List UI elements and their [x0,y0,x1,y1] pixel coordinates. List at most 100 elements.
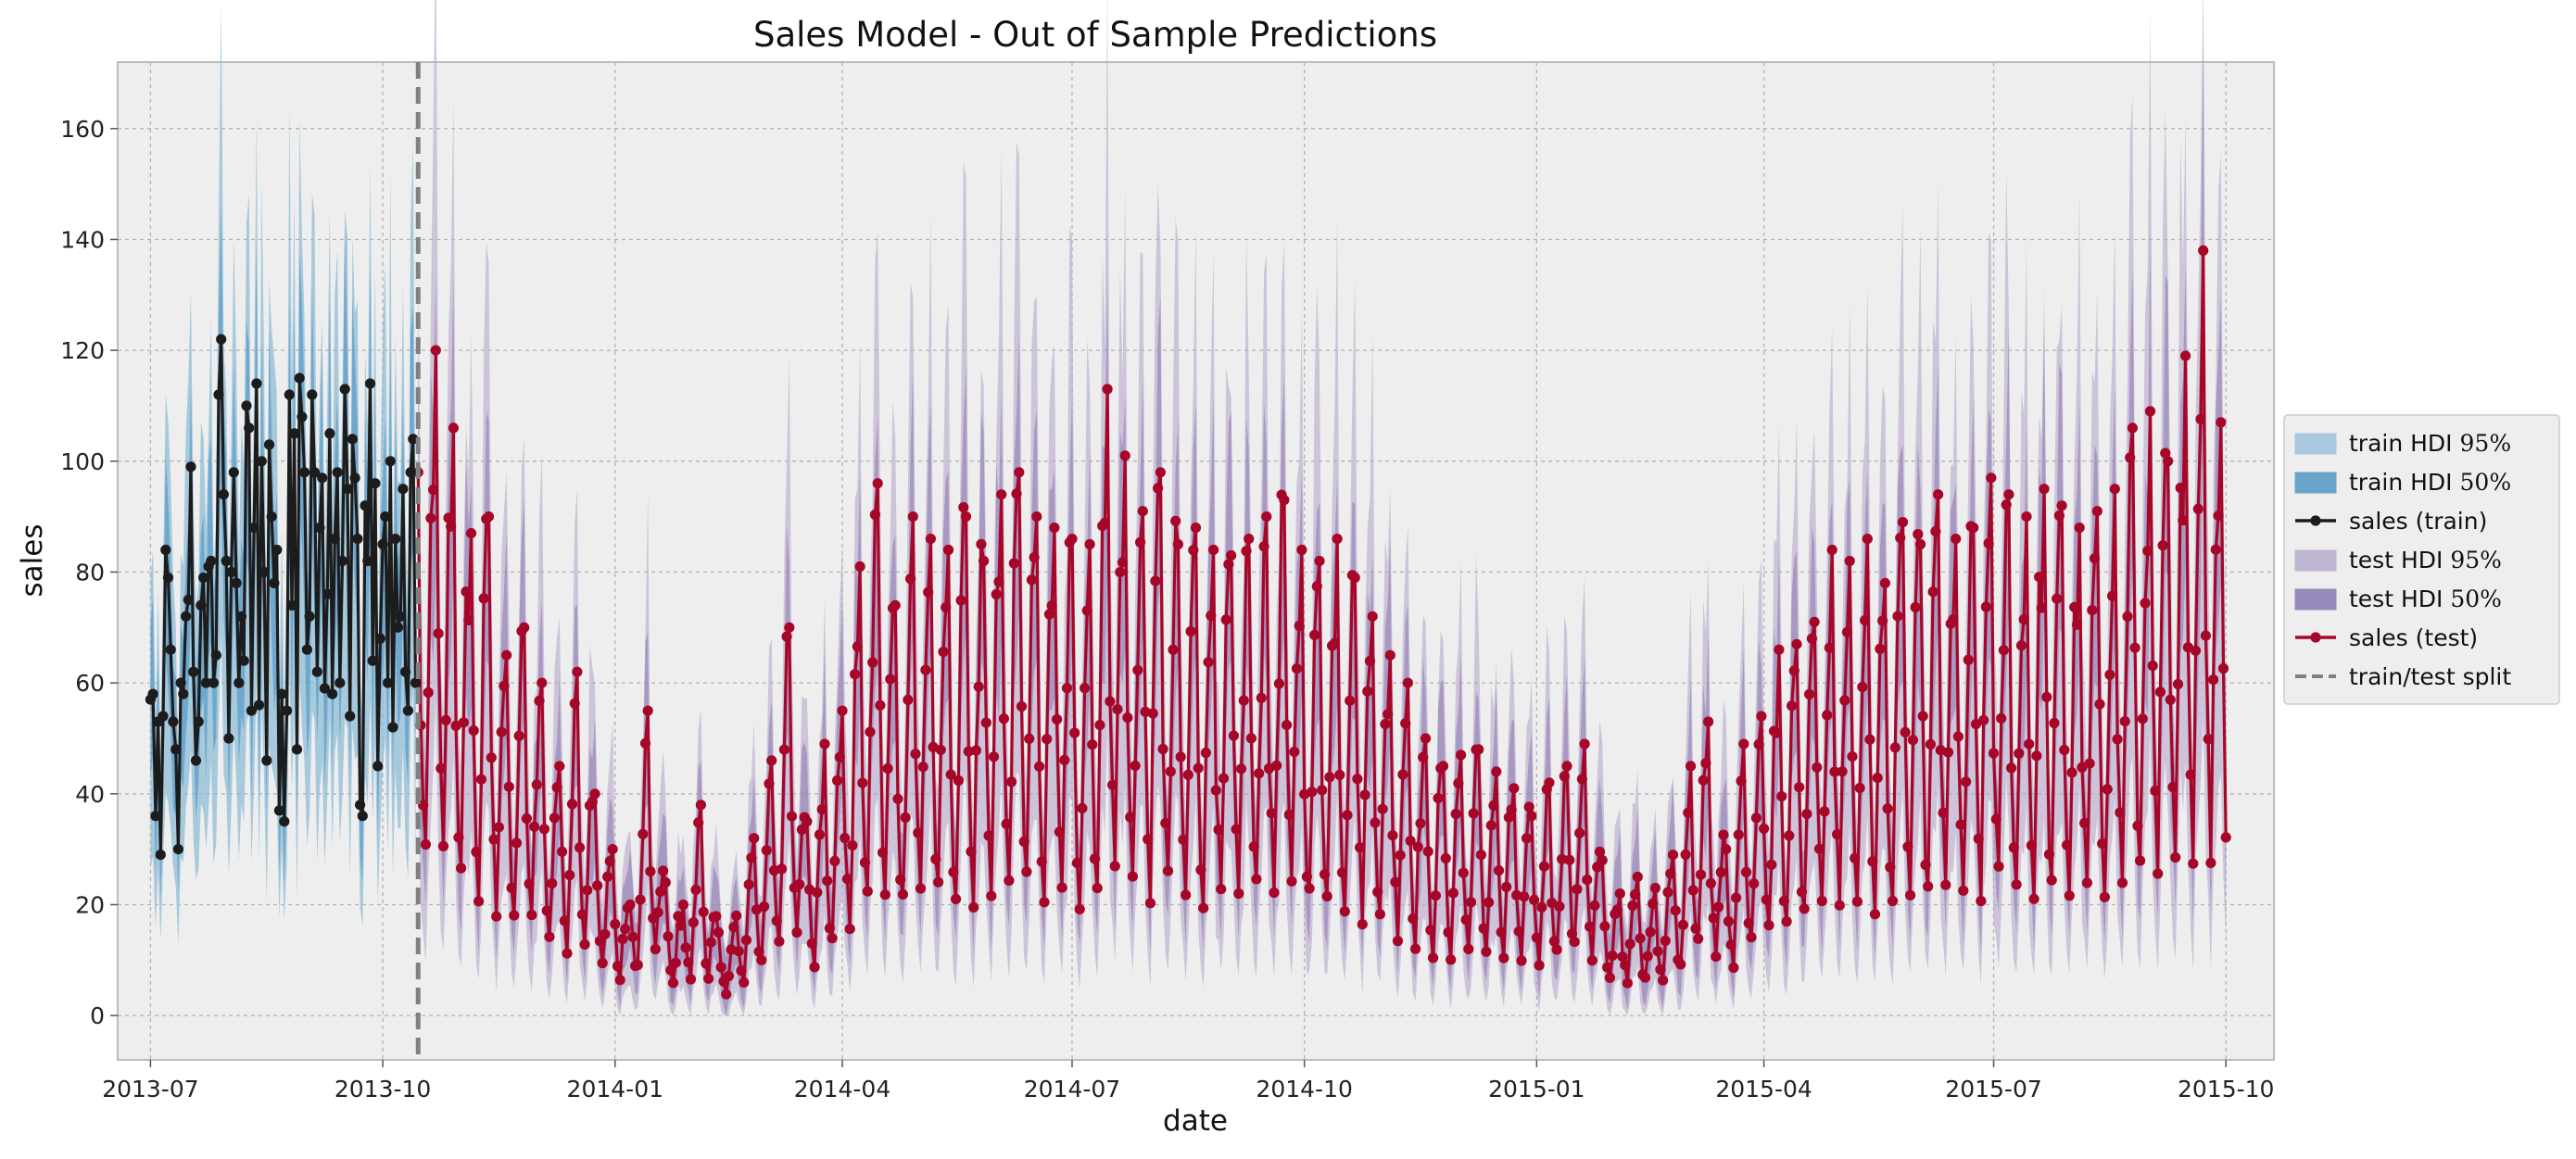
sales-test-point [1473,744,1484,755]
sales-test-point [1961,776,1972,787]
sales-test-point [778,744,790,755]
sales-train-point [238,655,249,666]
sales-test-point [841,874,853,885]
grid [118,62,2274,1060]
sales-test-point [1690,923,1701,934]
sales-test-point [1516,955,1527,966]
sales-test-point [2157,540,2168,551]
sales-test-point [1241,546,1252,557]
sales-test-point [1493,865,1505,876]
sales-test-point [1700,758,1711,769]
sales-test-point [1244,534,1255,545]
sales-test-point [529,821,540,832]
y-tick-label: 160 [60,116,105,143]
sales-test-point [740,935,752,946]
sales-test-point [1071,857,1082,869]
sales-test-point [777,863,788,875]
sales-test-point [1642,951,1653,962]
sales-test-point [1342,810,1353,821]
sales-test-point [1286,876,1297,887]
sales-test-point [2081,877,2092,888]
sales-test-point [1804,688,1815,700]
sales-test-point [1806,633,1817,644]
sales-test-point [2089,553,2101,564]
sales-test-point [1498,952,1509,964]
sales-test-point [1888,895,1899,907]
sales-test-point [1862,534,1873,545]
sales-test-point [1938,807,1949,818]
sales-test-point [1566,928,1578,939]
sales-test-point [1796,887,1808,898]
sales-train-point [196,599,207,611]
sales-test-point [938,646,949,658]
sales-test-point [1561,761,1572,772]
sales-test-point [733,946,744,957]
sales-test-point [1617,951,1628,963]
sales-test-point [1746,932,1757,943]
sales-test-point [941,602,952,613]
sales-test-point [663,931,674,942]
sales-test-point [1266,808,1277,819]
sales-test-point [1759,823,1770,835]
sales-test-point [658,865,669,876]
sales-train-point [364,378,376,389]
sales-test-point [589,788,600,800]
sales-test-point [1725,939,1736,951]
sales-train-point [362,555,373,567]
sales-test-point [433,628,444,639]
sales-test-point [1914,538,1926,550]
sales-test-point [958,502,969,513]
sales-train-point [377,538,388,550]
sales-test-point [1776,791,1787,802]
sales-test-point [1733,829,1744,840]
sales-test-point [1143,834,1154,845]
sales-test-point [2135,855,2146,866]
sales-test-point [1355,842,1366,853]
sales-test-point [1983,537,1994,549]
sales-test-point [890,599,901,611]
sales-test-point [513,730,524,741]
sales-test-point [1675,959,1686,970]
sales-train-point [150,811,161,822]
sales-test-point [625,899,636,911]
sales-test-point [1125,812,1136,823]
sales-test-point [461,586,472,598]
y-tick-label: 140 [60,226,105,253]
sales-test-point [996,489,1007,500]
sales-test-point [483,511,495,523]
sales-train-point [276,688,287,699]
sales-test-point [1740,866,1752,878]
sales-test-point [1282,720,1293,731]
sales-test-point [1200,747,1211,759]
sales-test-point [1481,946,1492,957]
sales-train-point [299,467,310,478]
sales-test-point [784,622,795,633]
sales-test-point [869,509,881,521]
sales-test-point [1579,738,1590,750]
sales-test-point [948,866,959,877]
x-tick-label: 2015-10 [2178,1076,2274,1102]
sales-test-point [564,870,575,881]
legend-swatch [2294,472,2337,494]
sales-test-point [2107,590,2118,601]
sales-test-point [458,717,469,728]
sales-test-point [2036,602,2047,613]
sales-train-point [347,434,358,445]
legend-label: sales (test) [2349,624,2478,651]
sales-test-point [1686,761,1697,772]
sales-test-point [614,975,625,986]
sales-test-point [743,879,754,890]
sales-test-point [1061,683,1073,694]
sales-test-point [1851,896,1863,907]
sales-test-point [713,926,725,939]
legend-label: train HDI 95% [2349,430,2511,457]
sales-test-point [1869,909,1881,920]
sales-test-point [1774,644,1785,655]
sales-test-point [1165,766,1176,777]
sales-test-point [1614,888,1625,900]
sales-test-point [1172,538,1183,550]
sales-test-point [1273,678,1284,689]
sales-test-point [885,674,896,685]
sales-test-point [1670,905,1681,916]
sales-test-point [1837,766,1848,777]
